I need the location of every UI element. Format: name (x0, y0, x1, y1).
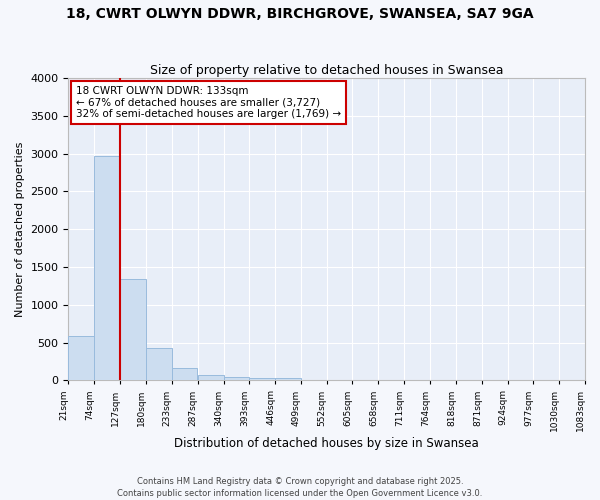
Text: 18, CWRT OLWYN DDWR, BIRCHGROVE, SWANSEA, SA7 9GA: 18, CWRT OLWYN DDWR, BIRCHGROVE, SWANSEA… (66, 8, 534, 22)
Text: Contains HM Land Registry data © Crown copyright and database right 2025.
Contai: Contains HM Land Registry data © Crown c… (118, 476, 482, 498)
Bar (94, 156, 120, 380)
Bar (68, 336, 94, 380)
Bar (250, 378, 275, 380)
Text: 18 CWRT OLWYN DDWR: 133sqm
← 67% of detached houses are smaller (3,727)
32% of s: 18 CWRT OLWYN DDWR: 133sqm ← 67% of deta… (76, 86, 341, 119)
X-axis label: Distribution of detached houses by size in Swansea: Distribution of detached houses by size … (175, 437, 479, 450)
Y-axis label: Number of detached properties: Number of detached properties (15, 142, 25, 317)
Bar (224, 378, 250, 380)
Title: Size of property relative to detached houses in Swansea: Size of property relative to detached ho… (150, 64, 503, 77)
Bar (146, 348, 172, 380)
Bar (172, 368, 197, 380)
Bar (198, 375, 224, 380)
Bar (275, 378, 301, 380)
Bar (120, 279, 146, 380)
